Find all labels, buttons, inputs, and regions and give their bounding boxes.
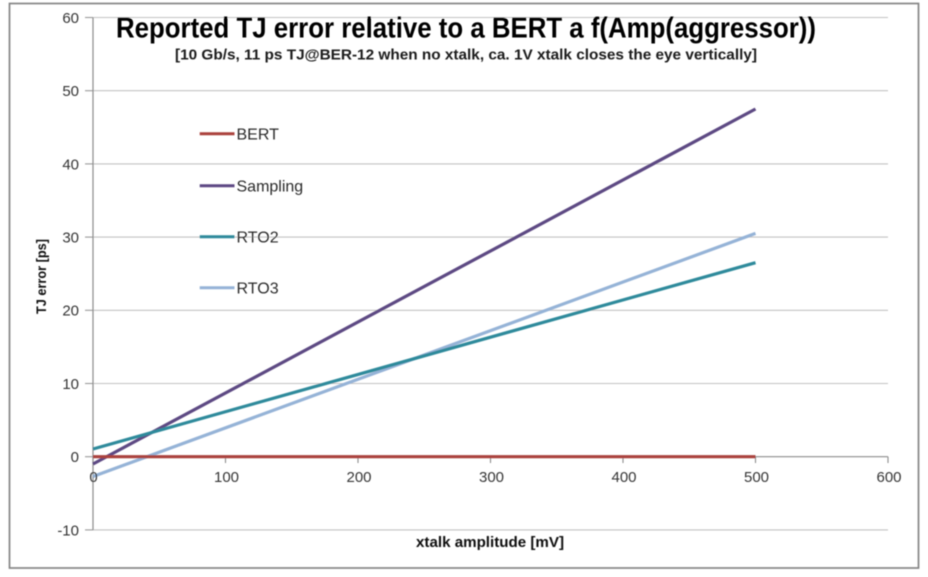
svg-text:RTO2: RTO2 bbox=[237, 230, 279, 247]
svg-text:400: 400 bbox=[611, 469, 636, 486]
svg-text:20: 20 bbox=[62, 303, 79, 320]
svg-text:200: 200 bbox=[346, 469, 371, 486]
svg-text:500: 500 bbox=[744, 469, 769, 486]
svg-text:-10: -10 bbox=[57, 522, 79, 539]
svg-text:RTO3: RTO3 bbox=[237, 281, 279, 298]
svg-text:Reported TJ error relative to: Reported TJ error relative to a BERT a f… bbox=[116, 13, 816, 45]
svg-text:40: 40 bbox=[62, 156, 79, 173]
svg-text:[10 Gb/s, 11 ps TJ@BER-12 when: [10 Gb/s, 11 ps TJ@BER-12 when no xtalk,… bbox=[175, 48, 757, 64]
svg-text:100: 100 bbox=[214, 469, 239, 486]
svg-text:BERT: BERT bbox=[237, 127, 280, 144]
svg-text:50: 50 bbox=[62, 83, 79, 100]
svg-text:60: 60 bbox=[62, 10, 79, 27]
svg-text:600: 600 bbox=[876, 469, 901, 486]
svg-text:300: 300 bbox=[479, 469, 504, 486]
svg-text:Sampling: Sampling bbox=[237, 179, 304, 196]
svg-text:30: 30 bbox=[62, 230, 79, 247]
svg-text:TJ error [ps]: TJ error [ps] bbox=[33, 239, 49, 314]
svg-text:10: 10 bbox=[62, 376, 79, 393]
svg-text:xtalk amplitude [mV]: xtalk amplitude [mV] bbox=[416, 534, 564, 551]
svg-text:0: 0 bbox=[71, 449, 79, 466]
svg-text:0: 0 bbox=[89, 469, 97, 486]
